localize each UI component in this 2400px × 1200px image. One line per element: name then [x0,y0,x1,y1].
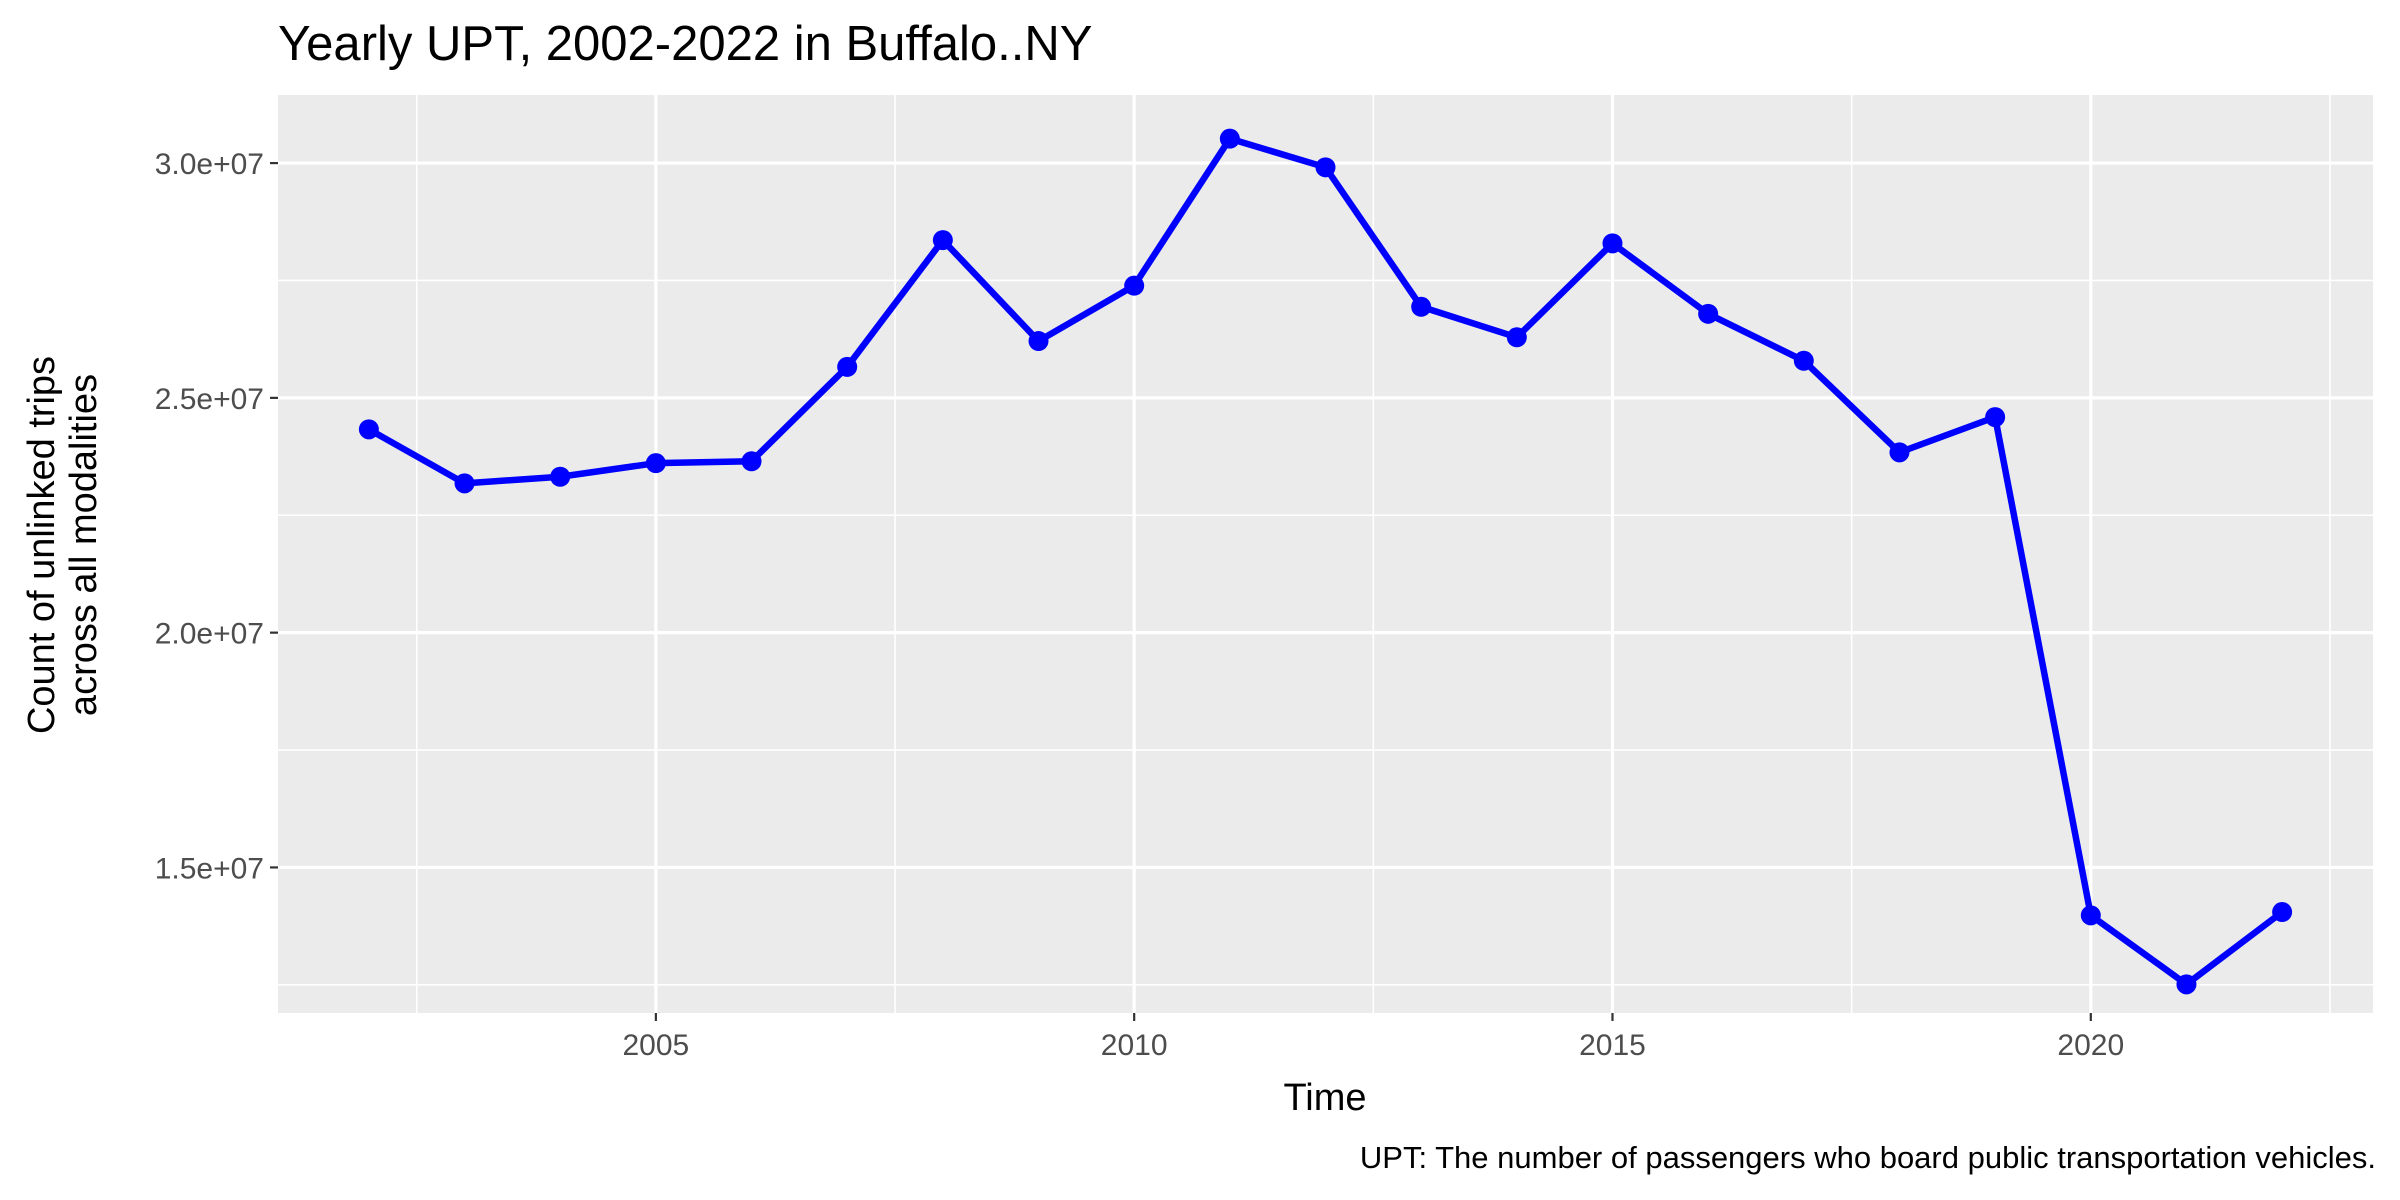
chart-title: Yearly UPT, 2002-2022 in Buffalo..NY [278,17,1092,71]
data-point-2015 [1602,233,1623,254]
chart-caption: UPT: The number of passengers who board … [1360,1140,2376,1175]
data-point-2018 [1889,442,1910,463]
x-tick-label: 2010 [1101,1029,1168,1062]
x-tick-label: 2005 [622,1029,689,1062]
data-point-2021 [2176,974,2197,995]
y-axis-title-line-2: across all modalities [63,374,105,716]
y-tick-label: 2.0e+07 [155,618,264,651]
x-tick-label: 2020 [2057,1029,2124,1062]
data-point-2022 [2272,902,2293,923]
data-point-2016 [1698,303,1719,324]
y-tick-label: 3.0e+07 [155,148,264,181]
series-layer [358,128,2293,995]
y-axis-title: Count of unlinked trips across all modal… [21,356,105,734]
data-point-2010 [1124,275,1145,296]
plot-panel [278,95,2373,1013]
y-tick-label: 1.5e+07 [155,852,264,885]
data-point-2004 [550,466,571,487]
data-point-2019 [1985,407,2006,428]
x-axis: 2005 2010 2015 2020 [622,1013,2124,1062]
data-point-2003 [454,473,475,494]
x-tick-label: 2015 [1579,1029,1646,1062]
data-point-2006 [741,451,762,472]
y-axis: 1.5e+07 2.0e+07 2.5e+07 3.0e+07 [155,148,278,885]
y-axis-title-line-1: Count of unlinked trips [21,356,63,734]
data-point-2007 [837,356,858,377]
data-point-2017 [1793,350,1814,371]
data-point-2014 [1506,327,1527,348]
data-point-2002 [358,419,379,440]
data-point-2005 [645,453,666,474]
data-point-2011 [1219,128,1240,149]
data-point-2013 [1411,296,1432,317]
data-point-2020 [2080,905,2101,926]
minor-gridlines [278,95,2373,1013]
data-point-2008 [932,230,953,251]
data-point-2012 [1315,157,1336,178]
data-point-2009 [1028,331,1049,352]
x-axis-title: Time [1283,1077,1366,1119]
y-tick-label: 2.5e+07 [155,383,264,416]
